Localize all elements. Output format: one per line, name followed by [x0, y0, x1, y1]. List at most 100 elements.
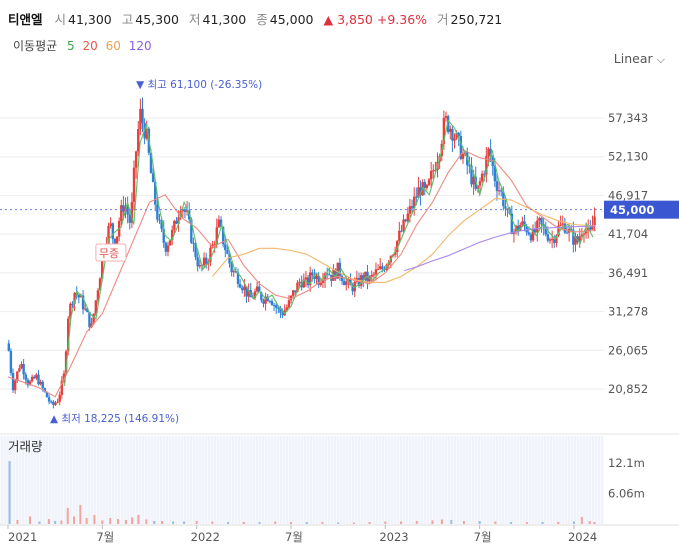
candle-body	[262, 300, 265, 304]
candle-body	[381, 266, 384, 270]
candle-body	[321, 280, 325, 284]
volume-bar	[525, 521, 528, 524]
candle-body	[41, 381, 44, 389]
candle-body	[241, 287, 244, 291]
candle-body	[306, 277, 310, 286]
low-value: 41,300	[202, 12, 247, 27]
ma-20: 20	[82, 39, 98, 53]
candle-body	[92, 313, 95, 324]
candle-body	[548, 239, 552, 241]
volume-bar	[66, 507, 69, 524]
volume-bar	[572, 521, 575, 524]
volume-bar	[337, 522, 340, 524]
candle-body	[294, 290, 297, 293]
volume-bar	[510, 521, 513, 524]
candle-body	[94, 300, 98, 314]
candle-body	[258, 286, 261, 293]
candle-body	[393, 252, 397, 255]
candle-body	[319, 283, 322, 285]
candle-body	[160, 219, 163, 229]
moving-average-legend[interactable]: 이동평균 5 20 60 120	[13, 37, 158, 54]
candle-body	[185, 210, 189, 212]
change-value: ▲ 3,850	[323, 12, 373, 27]
ma20-line	[7, 149, 597, 398]
candle-body	[90, 323, 93, 328]
volume-bar	[117, 518, 120, 524]
candle-body	[540, 217, 543, 225]
candle-body	[345, 281, 348, 286]
candle-body	[204, 257, 208, 264]
volume-bar	[541, 521, 544, 524]
candle-body	[487, 148, 490, 156]
ma-label: 이동평균	[13, 39, 58, 53]
candle-body	[489, 148, 492, 158]
candle-body	[77, 295, 81, 298]
candle-body	[497, 190, 501, 192]
candle-body	[400, 230, 403, 232]
close-label: 종	[256, 12, 268, 27]
x-tick-label: 7월	[96, 530, 114, 544]
candle-body	[364, 271, 367, 280]
candle-body	[451, 128, 454, 141]
candle-body	[374, 269, 378, 275]
candle-body	[213, 244, 216, 246]
candle-body	[120, 205, 123, 222]
candle-body	[423, 182, 426, 189]
candle-body	[470, 165, 473, 185]
volume-bar	[124, 519, 127, 524]
candle-body	[181, 209, 185, 212]
candle-body	[444, 116, 448, 118]
candle-body	[480, 173, 484, 182]
candle-body	[270, 301, 274, 306]
candle-body	[408, 206, 412, 214]
candle-body	[285, 307, 289, 311]
candle-body	[334, 269, 337, 279]
candle-body	[313, 275, 316, 279]
max-price-marker: ▼ 최고 61,100 (-26.35%)	[136, 79, 262, 91]
candle-body	[529, 234, 533, 241]
high-label: 고	[121, 12, 134, 27]
candle-body	[491, 157, 494, 167]
candle-body	[56, 401, 59, 403]
close-value: 45,000	[269, 12, 314, 27]
candle-body	[255, 286, 259, 292]
candle-body	[18, 368, 21, 372]
candle-body	[39, 381, 42, 385]
candle-body	[461, 153, 465, 159]
candle-body	[338, 262, 342, 276]
candle-body	[226, 250, 229, 254]
volume-bar	[131, 517, 134, 524]
candle-body	[230, 263, 233, 273]
candle-body	[406, 213, 410, 222]
candle-body	[24, 374, 27, 380]
candle-body	[453, 138, 456, 141]
candle-body	[446, 116, 450, 133]
candle-body	[584, 230, 588, 234]
price-tick-label: 46,917	[608, 188, 648, 202]
x-tick-label: 2022	[191, 530, 220, 544]
candle-body	[151, 173, 155, 183]
volume-bar	[305, 521, 308, 524]
candle-body	[582, 233, 586, 235]
candle-body	[531, 228, 535, 241]
candle-body	[260, 292, 263, 301]
candle-body	[510, 213, 514, 234]
volume-bar	[183, 521, 186, 524]
candle-body	[71, 303, 74, 305]
candle-body	[376, 268, 380, 270]
candle-body	[521, 221, 524, 225]
candle-body	[272, 305, 276, 307]
volume-bar	[161, 520, 164, 524]
candle-body	[62, 373, 66, 381]
candle-body	[304, 277, 308, 280]
volume-bar	[557, 521, 560, 524]
scale-selector[interactable]: Linear ⌵	[614, 51, 665, 67]
volume-bar	[242, 521, 245, 524]
price-tick-label: 36,491	[608, 266, 648, 280]
candle-body	[591, 224, 594, 230]
volume-bar	[450, 519, 453, 524]
scale-label: Linear	[613, 51, 653, 66]
volume-tick-label: 6.06m	[608, 486, 645, 500]
volume-bar	[352, 522, 355, 524]
